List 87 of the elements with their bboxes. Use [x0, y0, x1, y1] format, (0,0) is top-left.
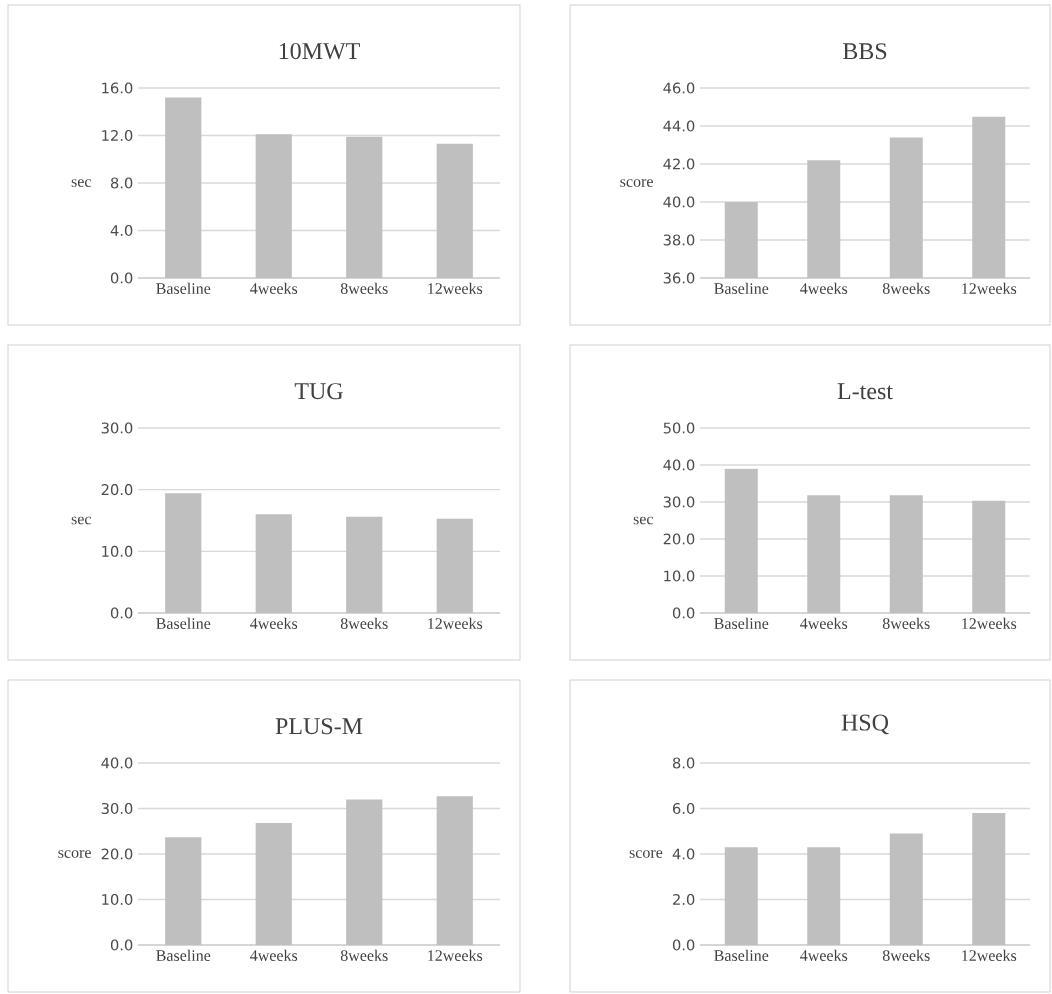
chart-title: PLUS-M: [275, 718, 363, 735]
chart-title: 10MWT: [279, 42, 360, 60]
x-tick-label: 8weeks: [340, 949, 388, 961]
x-tick-label: 12weeks: [428, 282, 483, 294]
y-tick-label: 20.0: [663, 533, 695, 545]
x-tick-label: 4weeks: [250, 617, 298, 629]
y-tick-label: 0.0: [110, 272, 133, 284]
y-tick-label: 42.0: [663, 158, 695, 170]
y-tick-label: 10.0: [664, 570, 695, 582]
x-tick-label: 8weeks: [340, 282, 388, 294]
chart-title: HSQ: [841, 714, 889, 735]
x-tick-label: 12weeks: [962, 282, 1017, 294]
bar: [346, 516, 383, 613]
x-tick-label: Baseline: [714, 949, 769, 961]
x-tick-label: Baseline: [156, 949, 211, 961]
bar: [255, 514, 292, 613]
y-tick-label: 8.0: [110, 177, 133, 189]
bar: [165, 837, 202, 945]
bar: [972, 813, 1006, 945]
y-tick-label: 36.0: [663, 272, 695, 284]
chart-title: TUG: [294, 383, 343, 400]
y-tick-label: 20.0: [101, 848, 133, 860]
x-tick-label: 4weeks: [250, 282, 298, 294]
y-tick-label: 8.0: [672, 757, 695, 769]
y-tick-label: 40.0: [101, 757, 133, 769]
bar: [889, 495, 923, 613]
bar: [724, 468, 758, 613]
bar: [346, 799, 383, 945]
x-tick-label: Baseline: [714, 617, 769, 629]
y-axis-title: score: [620, 179, 653, 187]
x-tick-label: 4weeks: [800, 617, 848, 629]
x-tick-label: 8weeks: [882, 949, 930, 961]
x-tick-label: 8weeks: [882, 282, 930, 294]
bar: [972, 500, 1006, 613]
y-axis-title: sec: [71, 179, 91, 187]
y-tick-label: 0.0: [110, 939, 133, 951]
y-tick-label: 10.0: [102, 545, 133, 557]
y-tick-label: 30.0: [101, 422, 133, 434]
bar: [346, 136, 383, 278]
bar: [436, 796, 473, 945]
x-tick-label: Baseline: [156, 282, 211, 294]
bar: [255, 134, 292, 278]
bar: [165, 493, 202, 613]
y-tick-label: 44.0: [663, 120, 695, 132]
bar: [165, 97, 202, 278]
y-axis-title: sec: [633, 516, 653, 525]
bar: [724, 847, 758, 945]
y-tick-label: 16.0: [102, 82, 133, 94]
x-tick-label: 4weeks: [250, 949, 298, 961]
y-axis-title: score: [629, 850, 663, 858]
y-tick-label: 0.0: [110, 607, 133, 619]
x-tick-label: 12weeks: [428, 617, 483, 629]
y-axis-title: sec: [71, 516, 91, 525]
bar: [807, 847, 841, 945]
bar: [889, 833, 923, 945]
y-tick-label: 40.0: [663, 196, 695, 208]
x-tick-label: Baseline: [714, 282, 769, 294]
bar: [436, 518, 473, 613]
y-tick-label: 4.0: [672, 848, 695, 860]
y-axis-title: score: [58, 850, 91, 858]
x-tick-label: 12weeks: [962, 617, 1017, 629]
chart-title: L-test: [837, 383, 893, 400]
bar: [807, 495, 841, 613]
x-tick-label: Baseline: [156, 617, 211, 629]
bar: [255, 823, 292, 945]
y-tick-label: 30.0: [101, 802, 133, 815]
y-tick-label: 46.0: [663, 82, 695, 94]
y-tick-label: 0.0: [672, 939, 695, 951]
x-tick-label: 4weeks: [800, 282, 848, 294]
x-tick-label: 12weeks: [428, 949, 483, 961]
chart-title: BBS: [843, 43, 887, 60]
y-tick-label: 50.0: [663, 422, 695, 434]
y-tick-label: 20.0: [101, 484, 133, 496]
x-tick-label: 8weeks: [882, 617, 930, 629]
y-tick-label: 30.0: [663, 496, 695, 508]
y-tick-label: 10.0: [102, 893, 133, 906]
y-tick-label: 12.0: [102, 129, 133, 142]
y-tick-label: 40.0: [663, 459, 695, 471]
x-tick-label: 8weeks: [340, 617, 388, 629]
y-tick-label: 4.0: [110, 224, 133, 237]
y-tick-label: 0.0: [672, 607, 695, 619]
y-tick-label: 2.0: [673, 893, 695, 906]
x-tick-label: 12weeks: [962, 949, 1017, 961]
x-tick-label: 4weeks: [800, 949, 848, 961]
y-tick-label: 38.0: [663, 234, 695, 246]
bar: [436, 143, 473, 278]
y-tick-label: 6.0: [673, 802, 695, 815]
